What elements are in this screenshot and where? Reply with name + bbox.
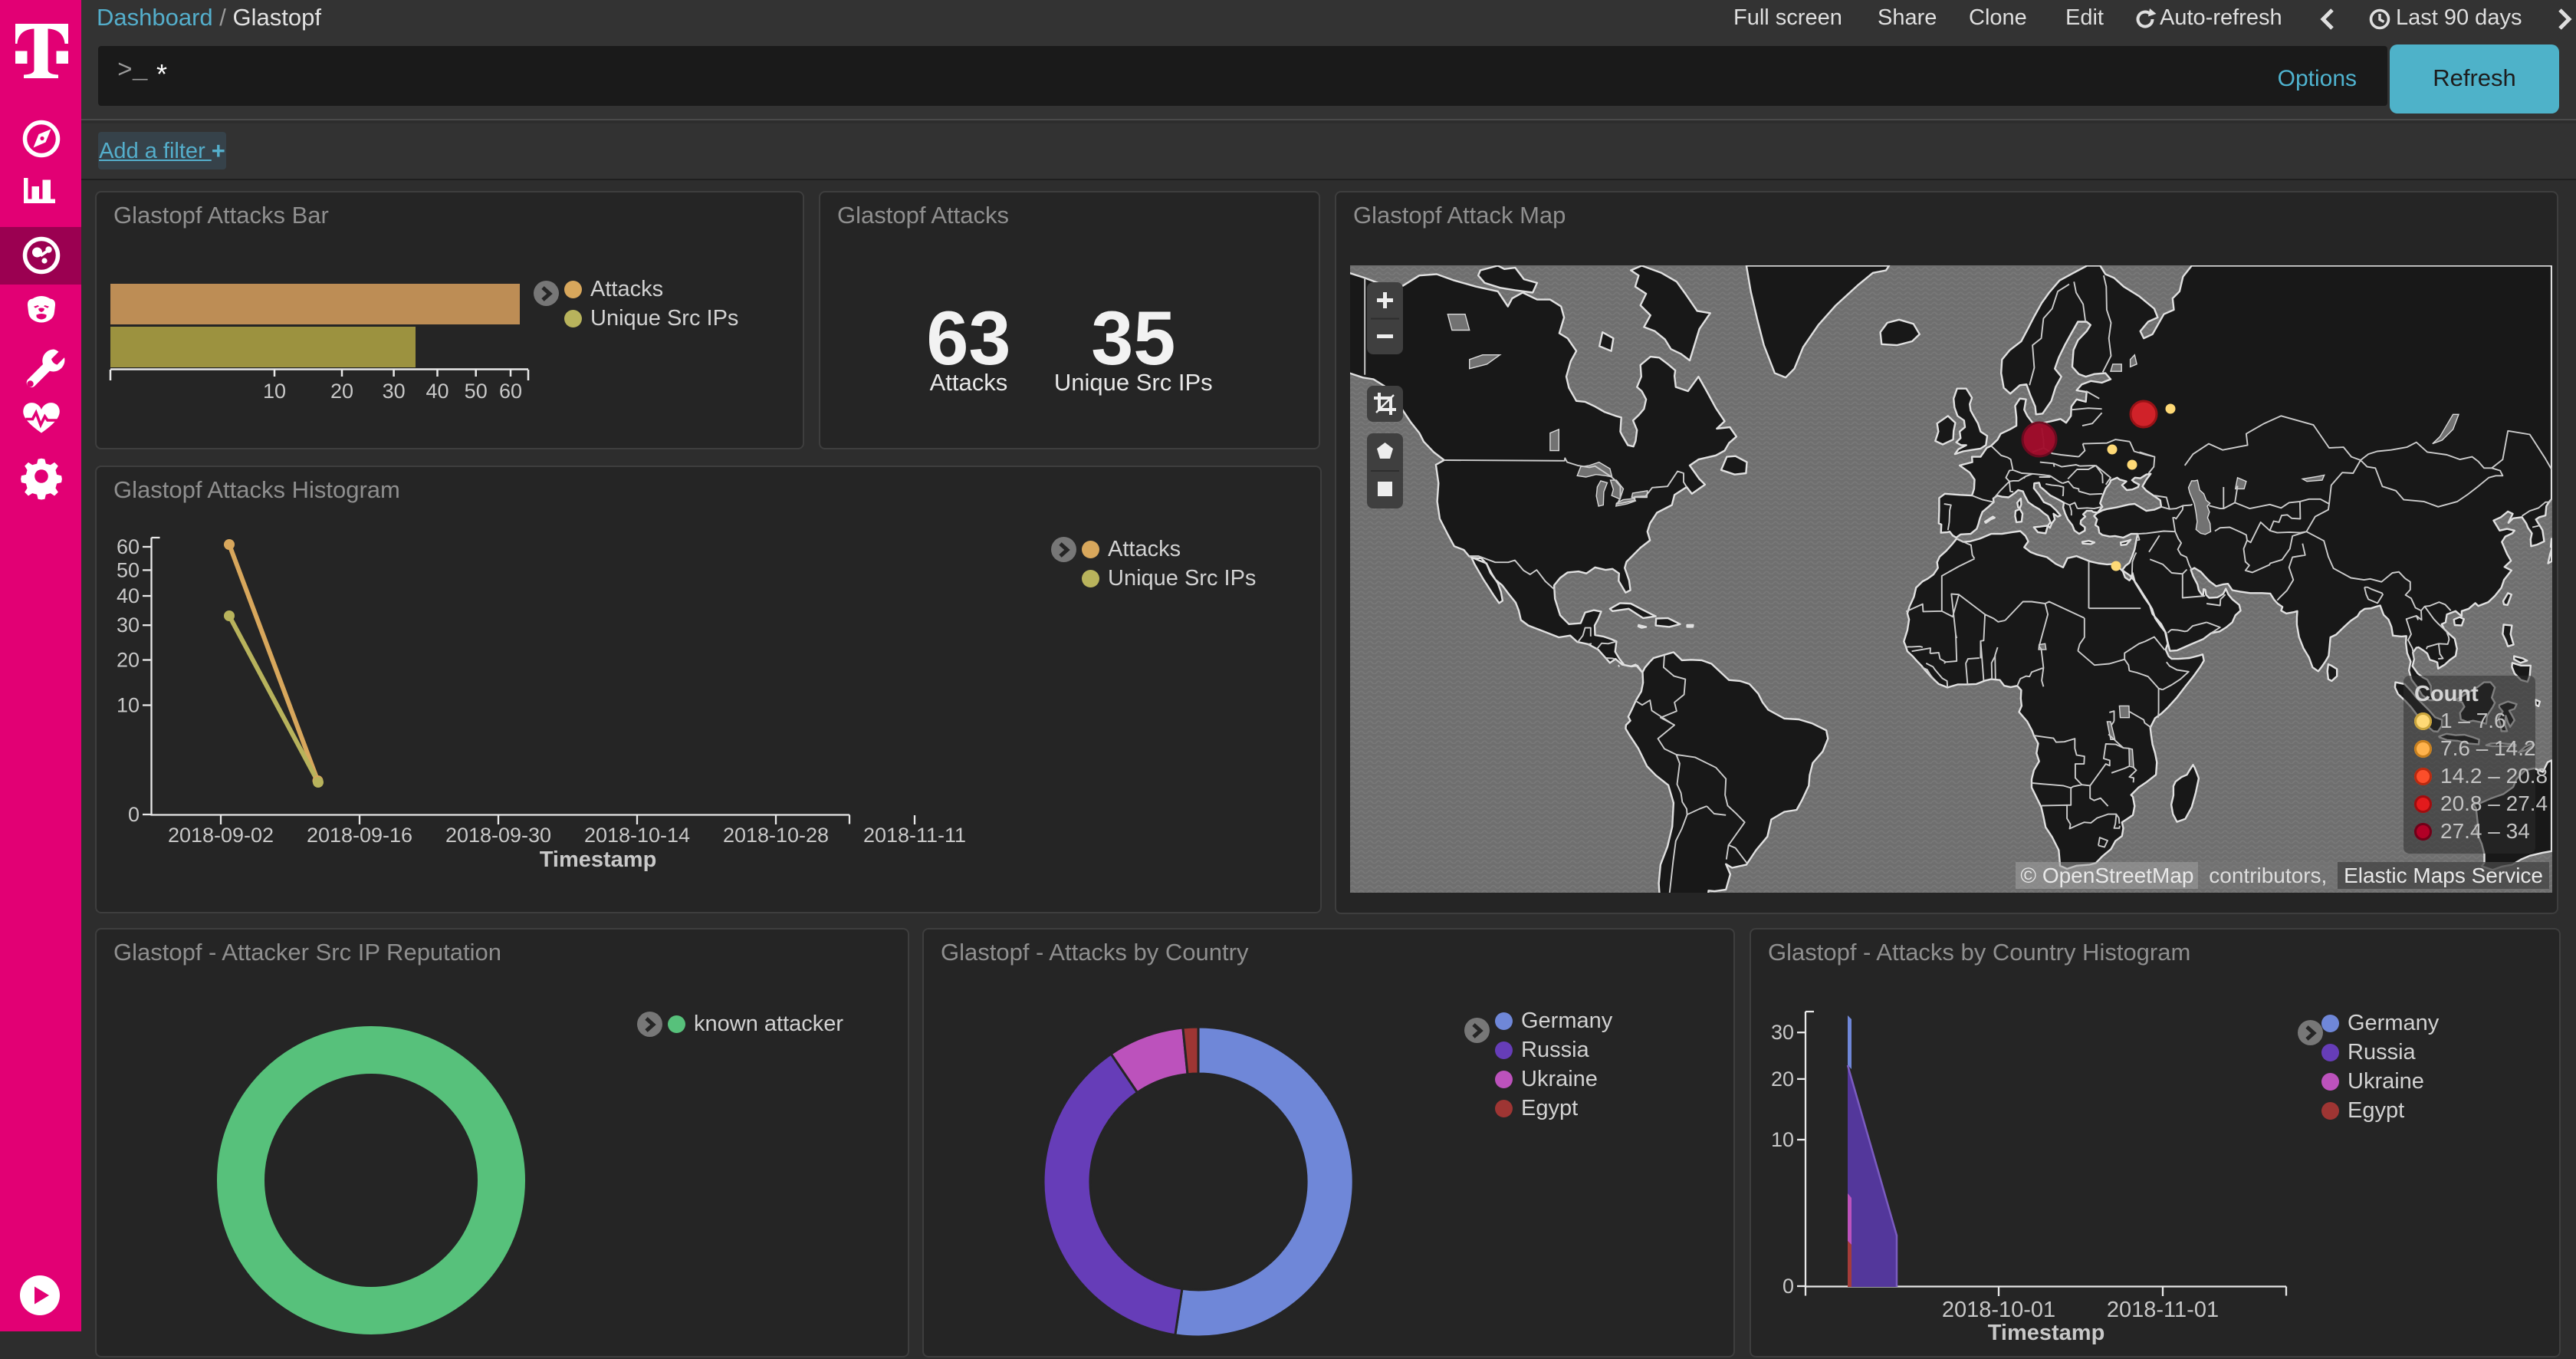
svg-text:10: 10	[117, 694, 140, 717]
svg-text:40: 40	[426, 380, 449, 403]
svg-text:50: 50	[465, 380, 488, 403]
svg-text:2018-10-28: 2018-10-28	[723, 824, 829, 847]
svg-text:10: 10	[263, 380, 286, 403]
svg-text:0: 0	[1783, 1275, 1794, 1298]
svg-text:30: 30	[383, 380, 406, 403]
svg-text:2018-10-01: 2018-10-01	[1942, 1298, 2055, 1322]
svg-text:2018-09-02: 2018-09-02	[168, 824, 274, 847]
svg-text:10: 10	[1771, 1128, 1794, 1151]
svg-text:2018-09-30: 2018-09-30	[445, 824, 551, 847]
svg-text:2018-11-11: 2018-11-11	[863, 824, 966, 847]
svg-text:60: 60	[499, 380, 522, 403]
svg-text:20: 20	[330, 380, 353, 403]
svg-text:2018-09-16: 2018-09-16	[307, 824, 412, 847]
svg-text:0: 0	[128, 803, 140, 826]
svg-text:2018-10-14: 2018-10-14	[584, 824, 690, 847]
svg-text:20: 20	[1771, 1068, 1794, 1091]
svg-text:Timestamp: Timestamp	[540, 847, 657, 872]
svg-text:20: 20	[117, 649, 140, 672]
svg-text:60: 60	[117, 535, 140, 558]
svg-text:Timestamp: Timestamp	[1988, 1321, 2105, 1345]
svg-text:2018-11-01: 2018-11-01	[2107, 1298, 2219, 1322]
svg-text:30: 30	[117, 614, 140, 637]
svg-text:50: 50	[117, 558, 140, 581]
svg-text:40: 40	[117, 584, 140, 607]
svg-text:30: 30	[1771, 1021, 1794, 1044]
